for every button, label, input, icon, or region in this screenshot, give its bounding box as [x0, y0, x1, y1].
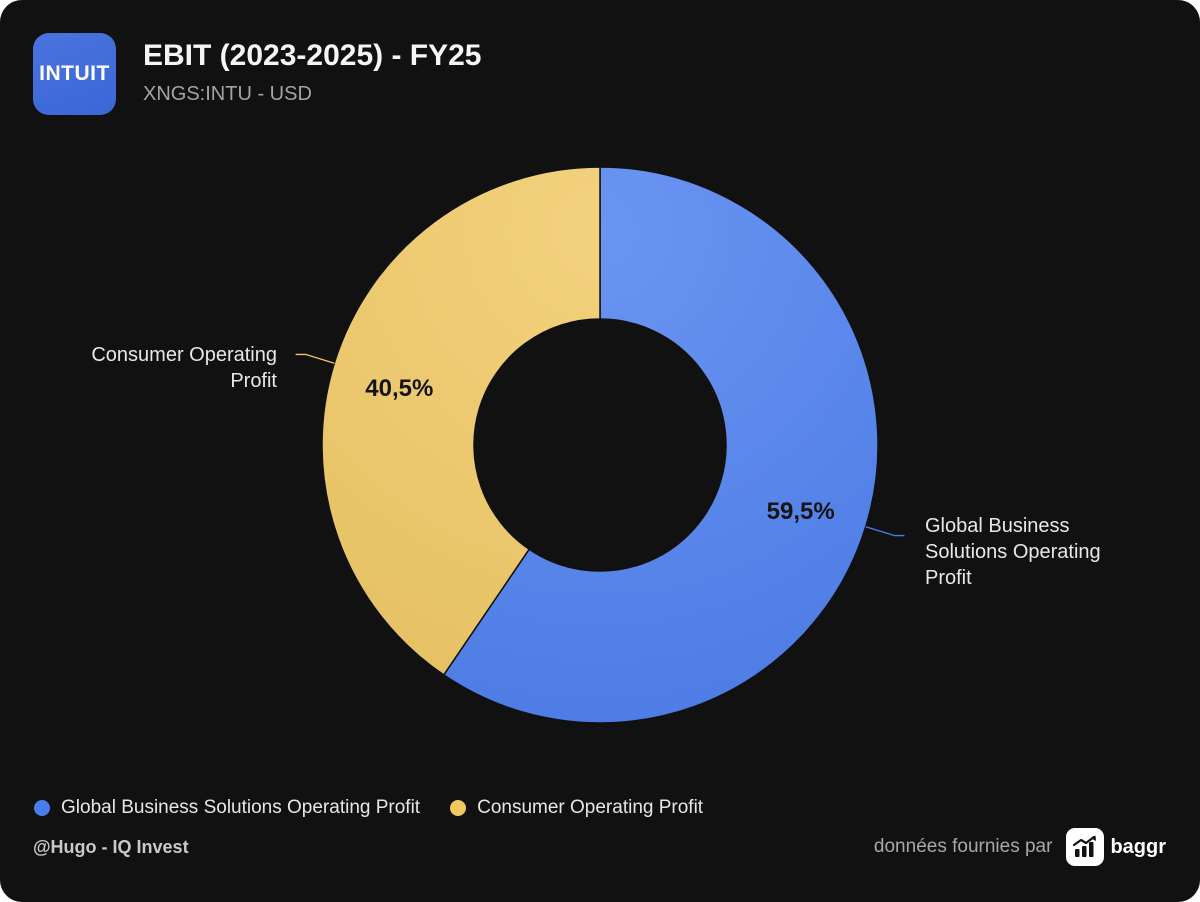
legend-item-consumer-operating-profit: Consumer Operating Profit: [450, 796, 703, 820]
author-credit: @Hugo - IQ Invest: [33, 837, 189, 857]
leader-line-consumer-operating-profit: [295, 353, 335, 364]
legend-dot: [34, 800, 50, 816]
data-label-consumer-operating-profit: 40,5%: [365, 375, 433, 402]
chart-title: EBIT (2023-2025) - FY25: [143, 39, 482, 72]
company-logo-text: INTUIT: [39, 62, 110, 85]
donut-slices: [321, 166, 879, 724]
leader-lines: [295, 353, 905, 537]
bar-chart-arrow-icon: [1066, 828, 1105, 866]
consumer-operating-profit-slice: [321, 166, 601, 676]
source-brand: baggr: [1110, 835, 1166, 858]
leader-line-global-business-solutions-operating-profit: [865, 526, 905, 537]
legend-label: Global Business Solutions Operating Prof…: [61, 797, 421, 818]
data-label-global-business-solutions-operating-profit: 59,5%: [767, 498, 835, 525]
legend: Global Business Solutions Operating Prof…: [34, 796, 733, 820]
company-logo: INTUIT: [33, 33, 116, 115]
legend-item-global-business-solutions-operating-profit: Global Business Solutions Operating Prof…: [34, 796, 420, 820]
data-labels: 59,5% 40,5%: [365, 375, 834, 525]
global-business-solutions-operating-profit-slice: [442, 166, 879, 724]
legend-label: Consumer Operating Profit: [477, 797, 704, 818]
outer-label-global-business-solutions-operating-profit: Global Business Solutions Operating Prof…: [925, 515, 1101, 589]
data-source: données fournies par baggr: [874, 828, 1166, 866]
chart-subtitle: XNGS:INTU - USD: [143, 83, 312, 105]
legend-dot: [450, 800, 467, 816]
outer-label-consumer-operating-profit: Consumer Operating Profit: [91, 344, 277, 392]
source-prefix: données fournies par: [873, 836, 1053, 857]
